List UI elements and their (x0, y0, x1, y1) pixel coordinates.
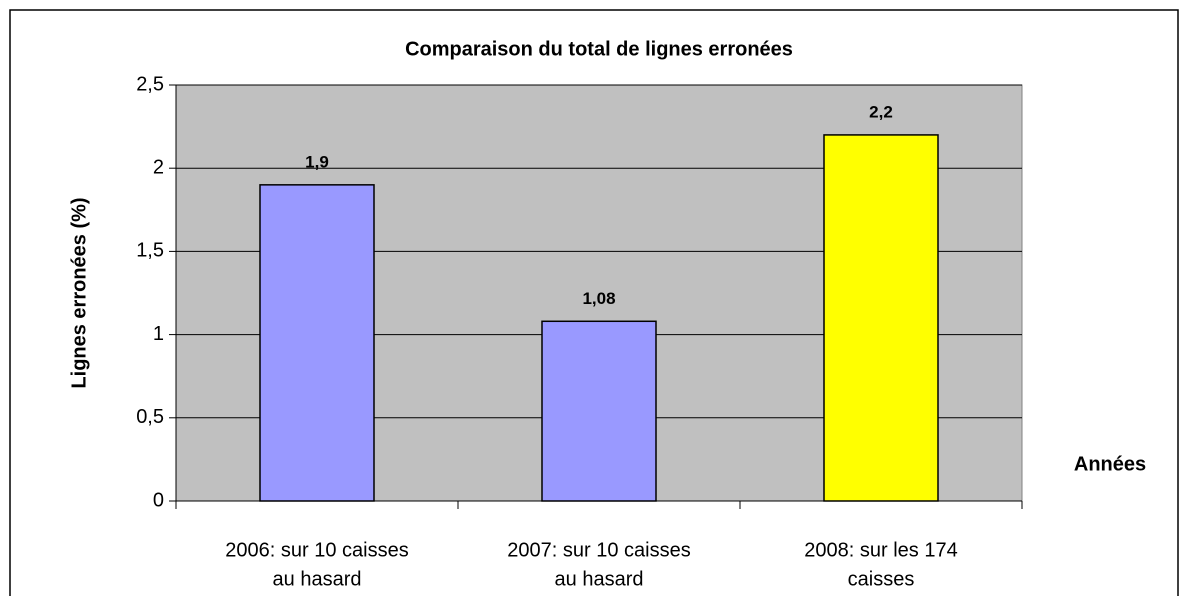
x-axis-label: Années (1074, 453, 1146, 475)
chart-title: Comparaison du total de lignes erronées (405, 38, 793, 60)
data-label: 1,08 (582, 289, 615, 308)
x-tick-label: 2006: sur 10 caisses (225, 539, 408, 561)
x-tick-label: au hasard (555, 568, 644, 590)
y-tick-label: 2 (153, 156, 164, 178)
bar (259, 184, 375, 502)
data-label: 2,2 (869, 102, 893, 121)
x-tick-label: au hasard (273, 568, 362, 590)
x-tick-label: 2007: sur 10 caisses (507, 539, 690, 561)
y-axis-label: Lignes erronées (%) (68, 197, 90, 388)
y-tick-label: 1,5 (136, 240, 164, 262)
y-tick-label: 0 (153, 489, 164, 511)
bar (823, 134, 939, 502)
y-tick-label: 2,5 (136, 73, 164, 95)
y-tick-label: 0,5 (136, 406, 164, 428)
data-label: 1,9 (305, 152, 329, 171)
y-tick-label: 1 (153, 323, 164, 345)
x-tick-label: 2008: sur les 174 (804, 539, 957, 561)
x-tick-label: caisses (848, 568, 915, 590)
bar (541, 320, 657, 502)
